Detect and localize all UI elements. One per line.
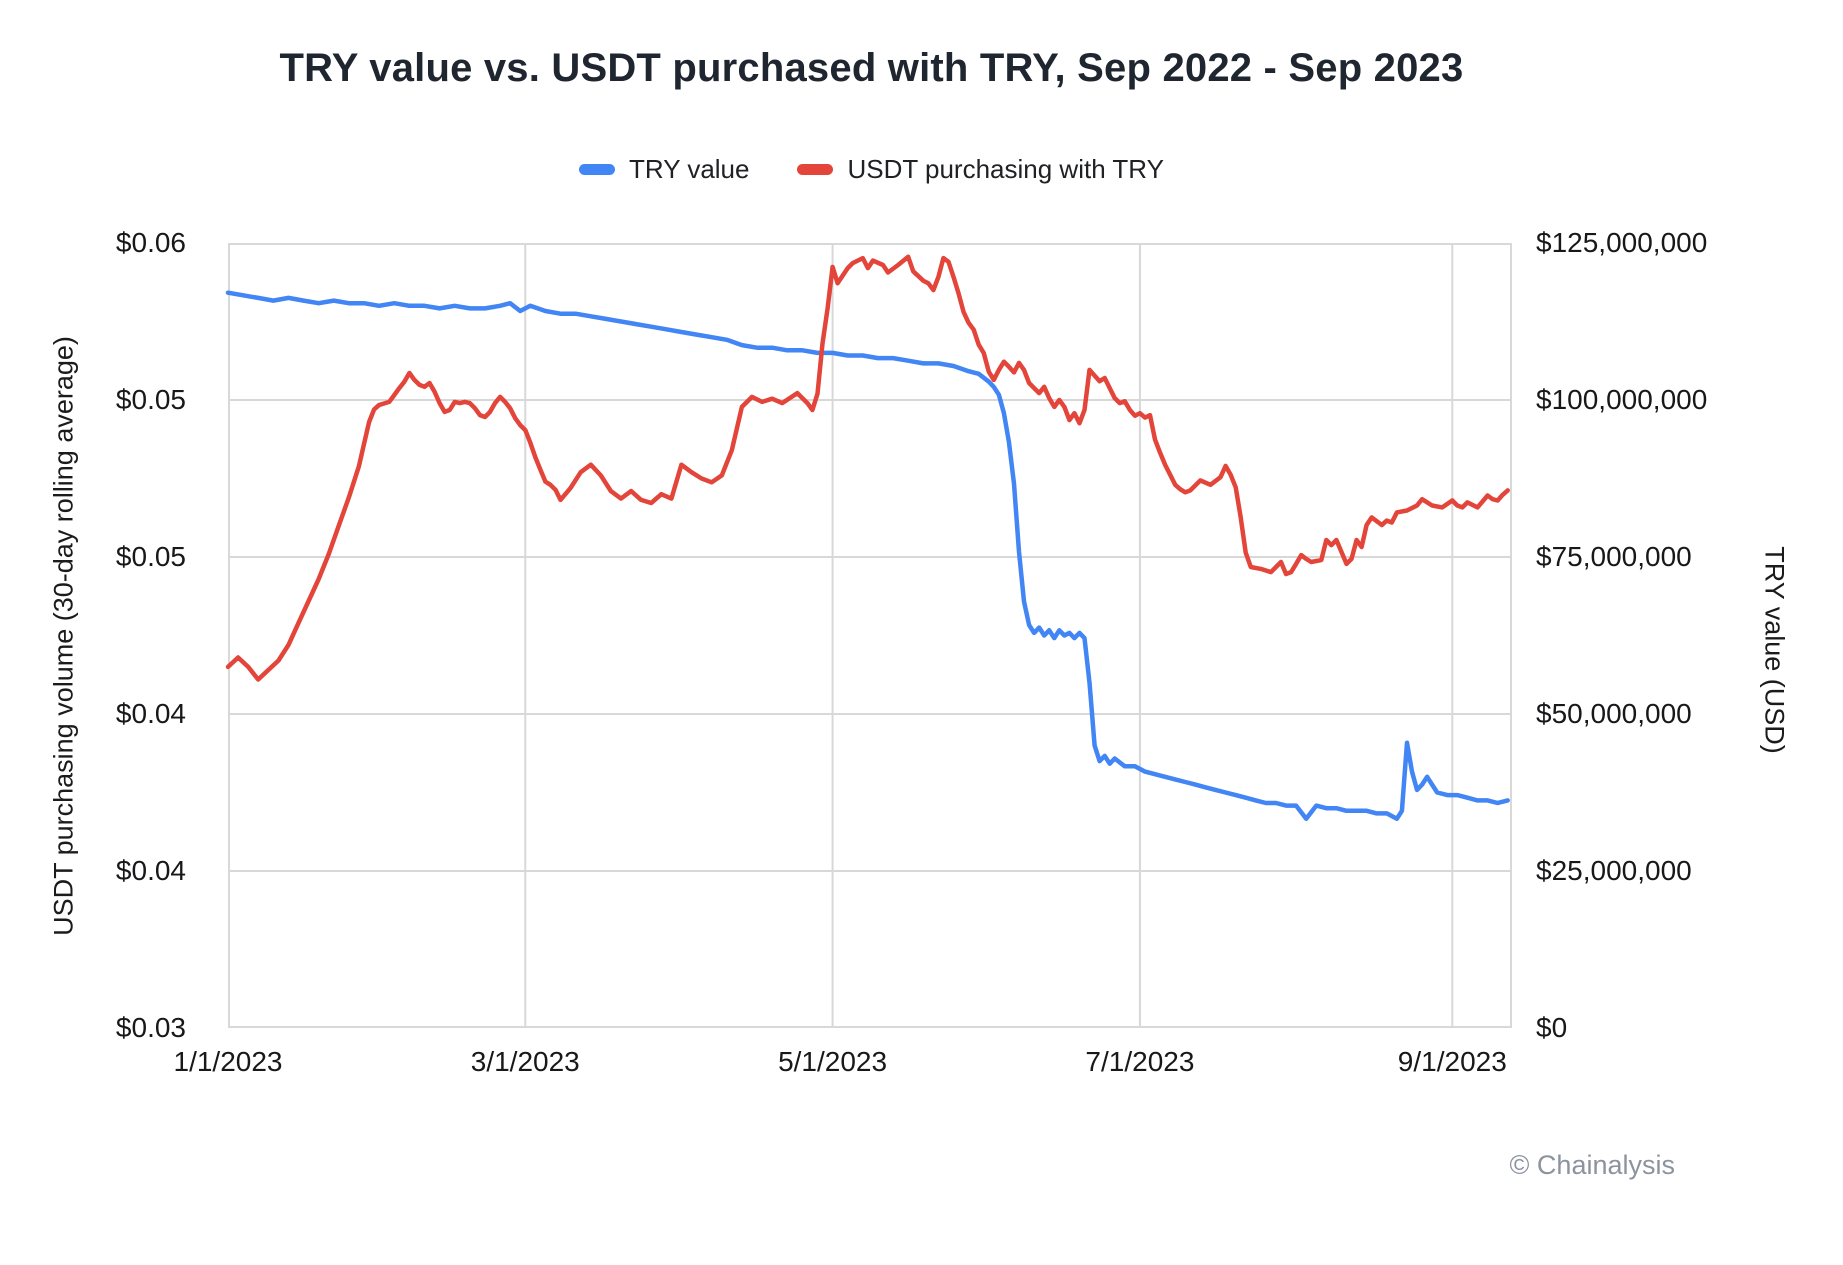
chart-title: TRY value vs. USDT purchased with TRY, S… [279, 46, 1464, 90]
y-axis-tick-left: $0.05 [115, 541, 186, 572]
x-axis-tick: 1/1/2023 [173, 1046, 283, 1077]
x-axis-tick: 7/1/2023 [1085, 1046, 1195, 1077]
legend-label-usdt-purchasing: USDT purchasing with TRY [847, 154, 1164, 184]
legend-label-try-value: TRY value [629, 154, 750, 184]
y-axis-tick-left: $0.03 [115, 1012, 186, 1043]
series-line-try-value [225, 290, 1510, 821]
legend-item-try-value: TRY value [579, 154, 749, 185]
y-axis-tick-right: $125,000,000 [1536, 227, 1708, 258]
plot-area [225, 243, 1512, 1028]
y-axis-tick-right: $75,000,000 [1536, 541, 1692, 572]
series-line-usdt-purchasing-with-try [225, 254, 1510, 682]
y-axis-tick-right: $25,000,000 [1536, 855, 1692, 886]
y-axis-tick-left: $0.05 [115, 384, 186, 415]
legend-item-usdt-purchasing: USDT purchasing with TRY [797, 154, 1164, 185]
x-axis-tick: 9/1/2023 [1397, 1046, 1507, 1077]
y-axis-tick-right: $100,000,000 [1536, 384, 1708, 415]
x-axis-tick: 3/1/2023 [470, 1046, 580, 1077]
y-axis-tick-right: $0 [1536, 1012, 1568, 1043]
y-axis-tick-left: $0.04 [115, 855, 186, 886]
y-axis-tick-right: $50,000,000 [1536, 698, 1692, 729]
chart-legend: TRY value USDT purchasing with TRY [0, 154, 1743, 185]
y-axis-title-left: USDT purchasing volume (30-day rolling a… [48, 336, 79, 936]
copyright-credit: © Chainalysis [1509, 1150, 1675, 1180]
x-axis-tick: 5/1/2023 [778, 1046, 888, 1077]
y-axis-tick-left: $0.06 [115, 227, 186, 258]
try-value-series-swatch-icon [579, 164, 616, 175]
y-axis-tick-left: $0.04 [115, 698, 186, 729]
usdt-purchasing-series-swatch-icon [797, 164, 834, 175]
